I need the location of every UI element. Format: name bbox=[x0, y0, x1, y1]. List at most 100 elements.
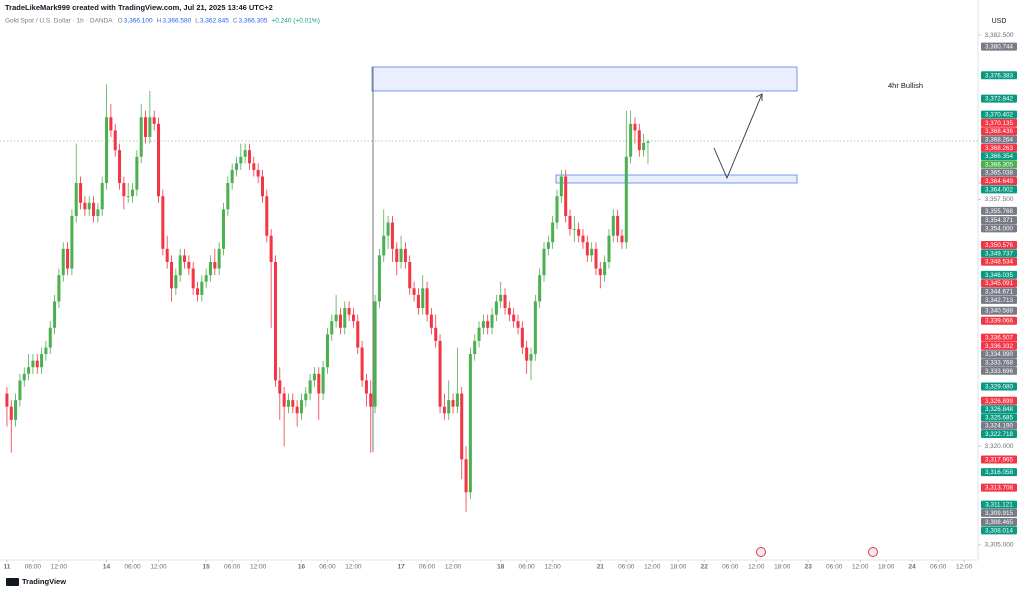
candle-body bbox=[624, 156, 628, 243]
price-badge bbox=[981, 270, 1017, 279]
candle-body bbox=[421, 288, 425, 309]
candle-body bbox=[161, 196, 165, 249]
candle-body bbox=[538, 275, 542, 302]
event-icon[interactable] bbox=[868, 547, 878, 557]
price-badge-label: 3,345.091 bbox=[985, 280, 1014, 287]
candle-body bbox=[429, 314, 433, 328]
price-badge bbox=[981, 316, 1017, 325]
x-tick-label: 12:00 bbox=[150, 564, 167, 571]
candle-body bbox=[191, 268, 195, 289]
candle-body bbox=[611, 215, 615, 236]
candle-body bbox=[105, 117, 109, 184]
header-change: +0.240 (+0.01%) bbox=[271, 18, 319, 25]
candle-body bbox=[239, 156, 243, 164]
candle-body bbox=[126, 196, 130, 198]
candle-body bbox=[152, 117, 156, 124]
candle-body bbox=[468, 354, 472, 493]
candle-body bbox=[252, 163, 256, 170]
price-badge bbox=[981, 177, 1017, 186]
price-badge bbox=[981, 500, 1017, 509]
price-badge-label: 3,308.014 bbox=[985, 527, 1014, 534]
price-badge bbox=[981, 257, 1017, 266]
candle-body bbox=[620, 235, 624, 243]
candle-body bbox=[464, 459, 468, 493]
candle-body bbox=[564, 176, 568, 216]
candle-body bbox=[113, 130, 117, 151]
price-badge bbox=[981, 249, 1017, 258]
price-badge bbox=[981, 341, 1017, 350]
candle-body bbox=[451, 400, 455, 407]
candle-body bbox=[165, 248, 169, 262]
supply-zone bbox=[371, 66, 798, 92]
candle-body bbox=[157, 123, 161, 197]
price-badge bbox=[981, 306, 1017, 315]
price-badge bbox=[981, 118, 1017, 127]
price-badge bbox=[981, 224, 1017, 233]
price-badge-label: 3,366.354 bbox=[985, 153, 1014, 160]
price-badge-label: 3,348.534 bbox=[985, 259, 1014, 266]
candle-body bbox=[286, 400, 290, 407]
header-key: L bbox=[195, 18, 199, 25]
candle-body bbox=[434, 327, 438, 341]
price-badge bbox=[981, 396, 1017, 405]
candle-body bbox=[533, 301, 537, 355]
candle-body bbox=[585, 242, 589, 256]
candle-body bbox=[347, 308, 351, 315]
candle-body bbox=[373, 301, 377, 407]
header-key: C bbox=[233, 18, 238, 25]
candle-body bbox=[572, 229, 576, 230]
candle-body bbox=[343, 308, 347, 328]
candle-body bbox=[607, 235, 611, 262]
price-badge-label: 3,334.990 bbox=[985, 351, 1014, 358]
price-badge bbox=[981, 42, 1017, 51]
candle-body bbox=[27, 367, 31, 374]
price-badge-label: 3,370.402 bbox=[985, 112, 1014, 119]
annotation: 4hr Bullish bbox=[888, 81, 923, 90]
price-badge bbox=[981, 110, 1017, 119]
price-badge bbox=[981, 279, 1017, 288]
candle-body bbox=[87, 202, 91, 210]
x-tick-label: 24 bbox=[909, 564, 917, 571]
candle-body bbox=[356, 321, 360, 348]
candle-body bbox=[144, 117, 148, 138]
x-tick-label: 06:00 bbox=[618, 564, 635, 571]
candle-body bbox=[460, 393, 464, 460]
x-tick-label: 18:00 bbox=[774, 564, 791, 571]
price-badge bbox=[981, 526, 1017, 535]
candle-body bbox=[395, 248, 399, 262]
x-tick-label: 12:00 bbox=[250, 564, 267, 571]
candle-body bbox=[390, 222, 394, 249]
price-badge-label: 3,313.708 bbox=[985, 485, 1014, 492]
x-tick-label: 15 bbox=[203, 564, 211, 571]
candle-body bbox=[217, 248, 221, 269]
price-badge-label: 3,349.737 bbox=[985, 250, 1014, 257]
header-value: 3,366.305 bbox=[239, 18, 268, 25]
price-badge bbox=[981, 350, 1017, 359]
candle-body bbox=[616, 215, 620, 236]
candle-body bbox=[351, 314, 355, 322]
x-tick-label: 14 bbox=[103, 564, 111, 571]
candle-body bbox=[598, 268, 602, 276]
price-badge-label: 3,311.121 bbox=[985, 502, 1013, 509]
x-tick-label: 06:00 bbox=[25, 564, 42, 571]
price-badge bbox=[981, 241, 1017, 250]
x-tick-label: 12:00 bbox=[852, 564, 869, 571]
candle-body bbox=[31, 360, 35, 368]
candle-body bbox=[512, 314, 516, 322]
event-icon[interactable] bbox=[756, 547, 766, 557]
candle-body bbox=[208, 261, 213, 276]
candle-body bbox=[278, 380, 282, 394]
candle-body bbox=[200, 281, 204, 295]
price-badge bbox=[981, 295, 1017, 304]
candle-body bbox=[118, 150, 122, 184]
candle-body bbox=[131, 189, 135, 197]
candle-body bbox=[577, 229, 581, 236]
candle-body bbox=[338, 314, 342, 328]
price-badge-label: 3,336.332 bbox=[985, 343, 1014, 350]
price-badge bbox=[981, 405, 1017, 414]
price-badge-label: 3,333.768 bbox=[985, 359, 1014, 366]
x-tick-label: 06:00 bbox=[722, 564, 739, 571]
candle-body bbox=[182, 255, 187, 262]
price-badge bbox=[981, 508, 1017, 517]
price-badge bbox=[981, 366, 1017, 375]
